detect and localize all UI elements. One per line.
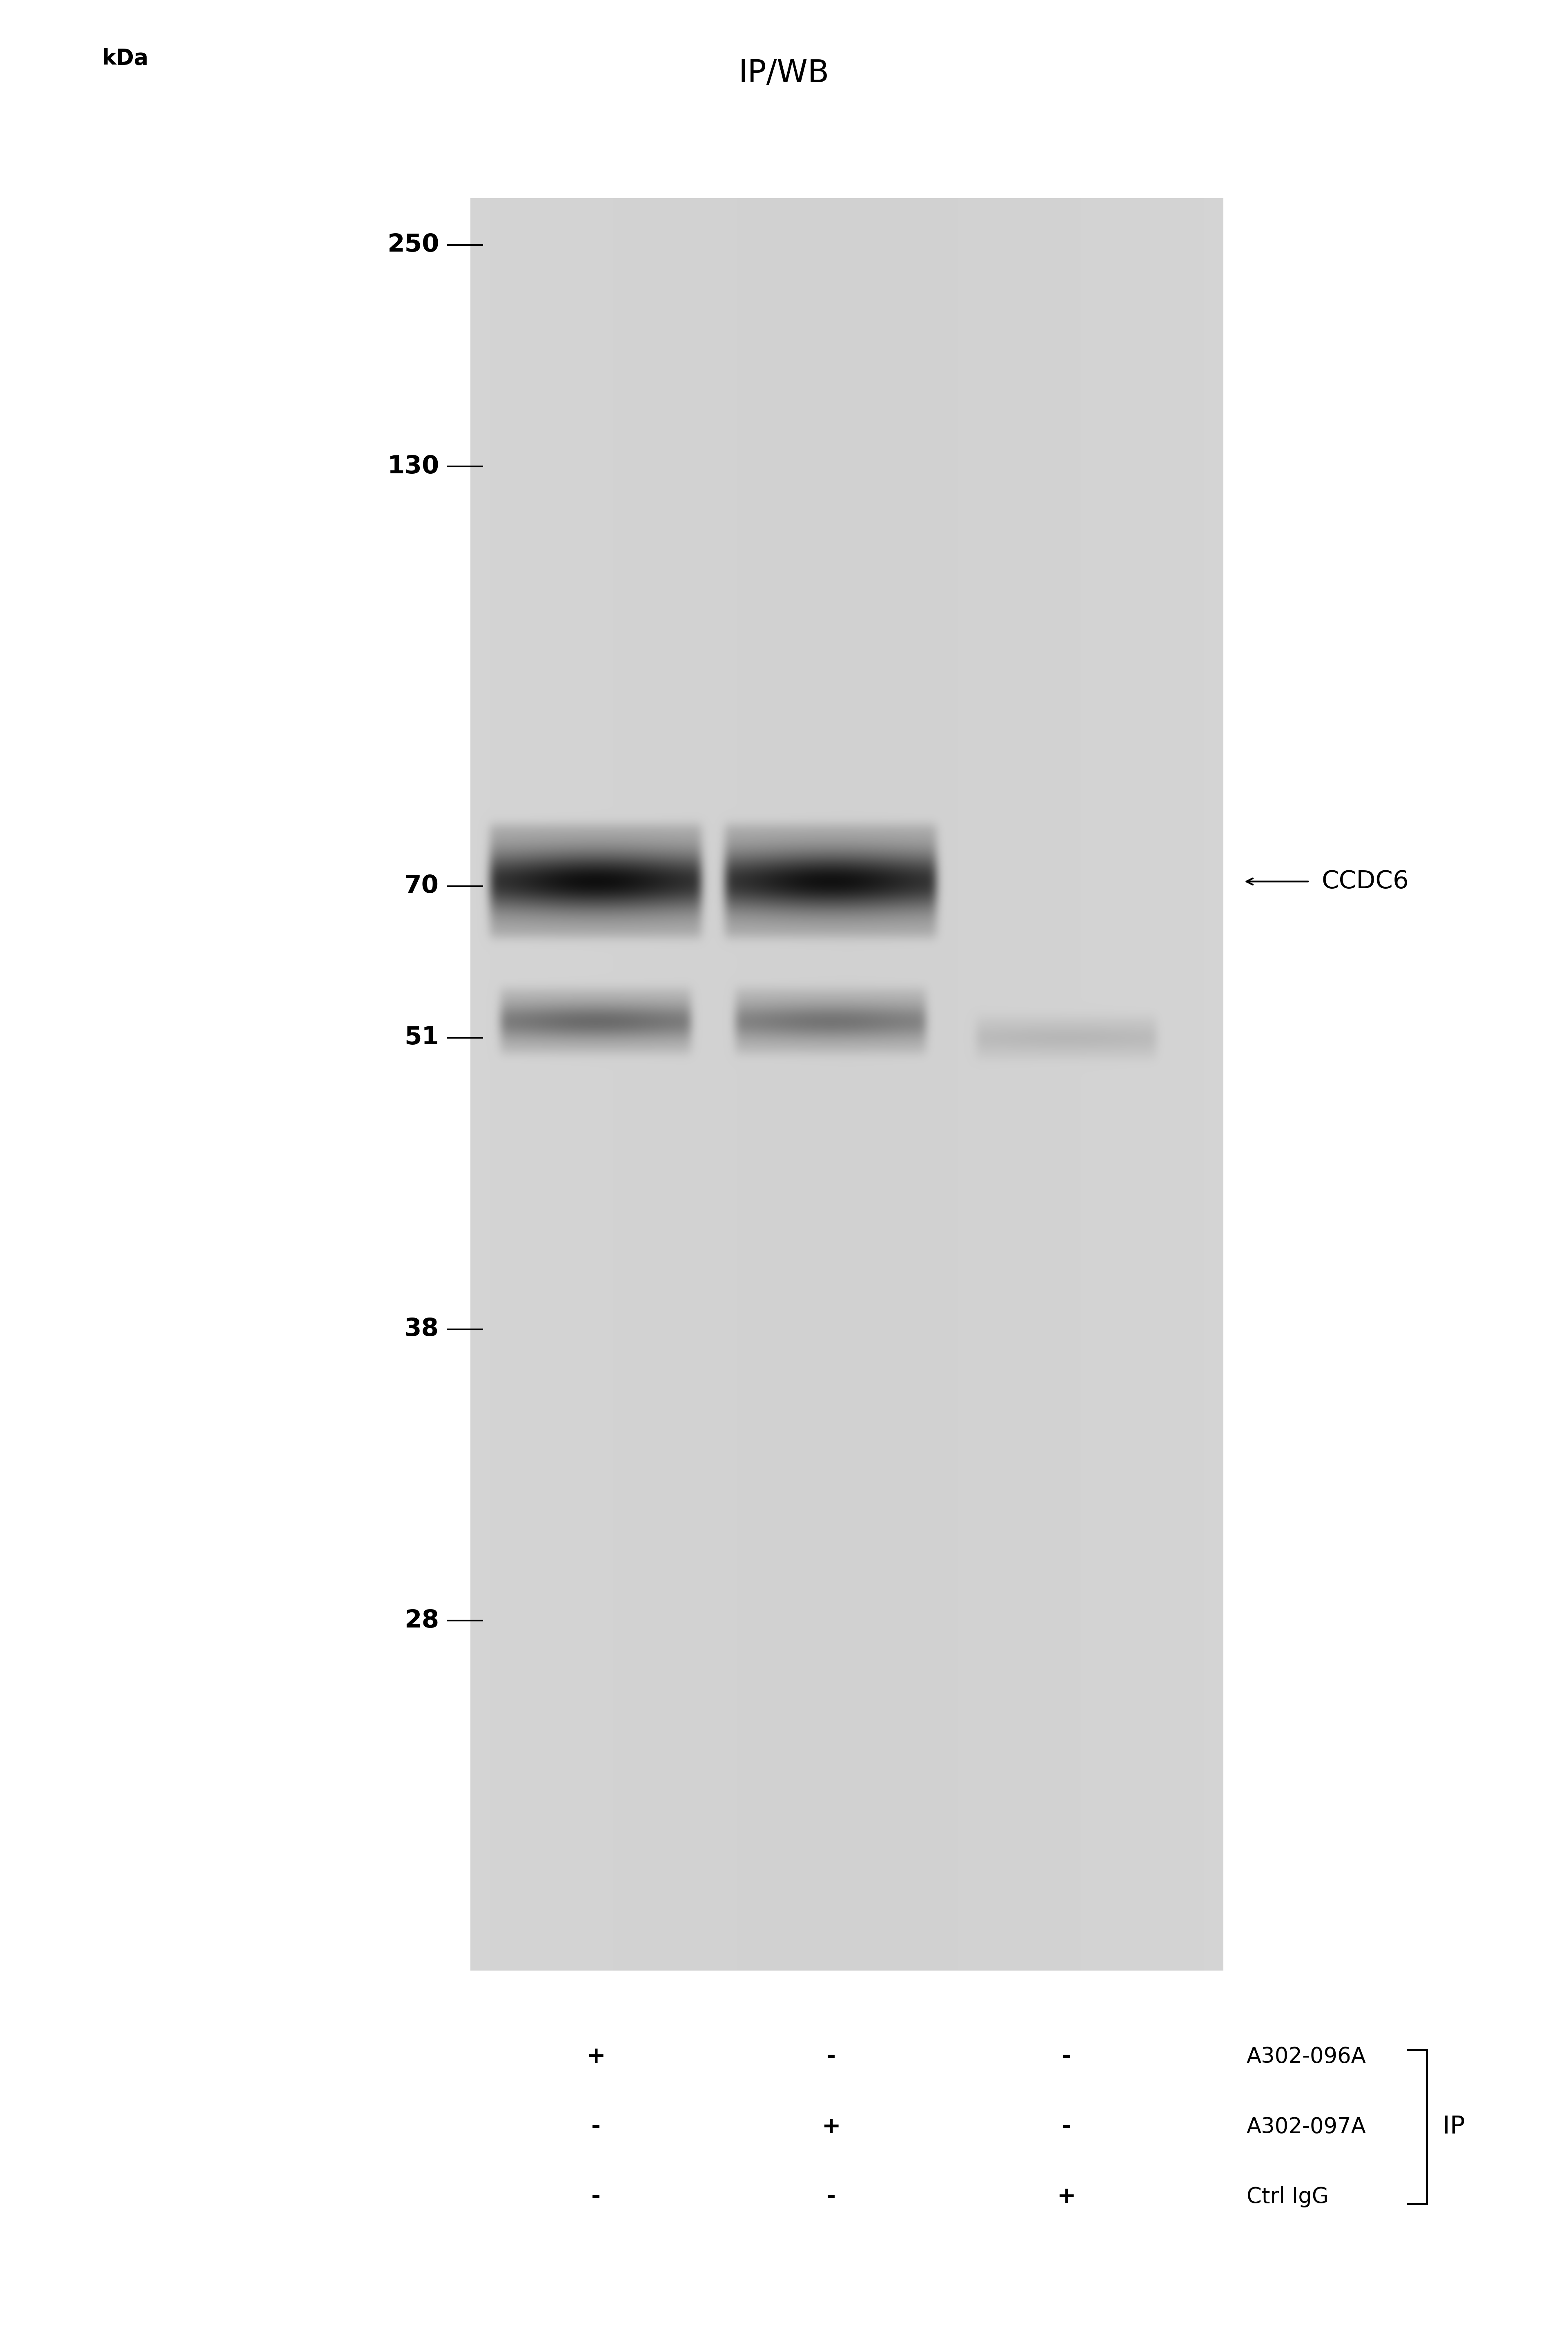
Text: A302-096A: A302-096A xyxy=(1247,2045,1366,2068)
Text: 130: 130 xyxy=(387,455,439,478)
Text: 28: 28 xyxy=(405,1609,439,1632)
Text: IP: IP xyxy=(1443,2115,1465,2138)
Text: 38: 38 xyxy=(405,1318,439,1341)
Text: CCDC6: CCDC6 xyxy=(1322,870,1410,893)
Text: -: - xyxy=(591,2115,601,2138)
Text: +: + xyxy=(586,2045,605,2068)
Text: kDa: kDa xyxy=(102,47,149,70)
Text: 70: 70 xyxy=(405,874,439,898)
Text: Ctrl IgG: Ctrl IgG xyxy=(1247,2185,1328,2208)
Text: +: + xyxy=(822,2115,840,2138)
Text: 250: 250 xyxy=(387,233,439,257)
Text: -: - xyxy=(1062,2045,1071,2068)
Text: -: - xyxy=(826,2045,836,2068)
Text: 51: 51 xyxy=(405,1026,439,1049)
Text: A302-097A: A302-097A xyxy=(1247,2115,1366,2138)
Text: IP/WB: IP/WB xyxy=(739,58,829,89)
Text: -: - xyxy=(826,2185,836,2208)
Text: +: + xyxy=(1057,2185,1076,2208)
Text: -: - xyxy=(1062,2115,1071,2138)
Text: -: - xyxy=(591,2185,601,2208)
